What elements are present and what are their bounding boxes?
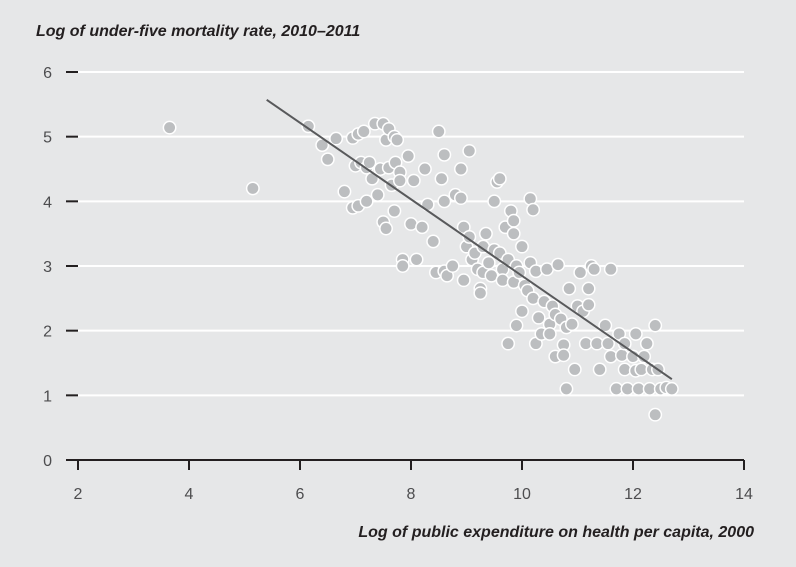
data-point xyxy=(559,381,574,396)
x-tick-label: 8 xyxy=(407,486,416,503)
data-point xyxy=(648,318,663,333)
data-point xyxy=(401,149,416,164)
data-point xyxy=(462,143,477,158)
data-point xyxy=(509,318,524,333)
data-point xyxy=(409,252,424,267)
y-tick-label: 1 xyxy=(43,388,52,405)
y-tick-label: 0 xyxy=(43,453,52,470)
data-point xyxy=(473,286,488,301)
data-point xyxy=(454,162,468,176)
data-point xyxy=(562,281,577,296)
data-point xyxy=(417,162,432,176)
trend-line xyxy=(266,98,673,380)
data-point xyxy=(454,191,468,206)
data-point xyxy=(587,262,602,277)
data-point xyxy=(603,262,618,277)
x-tick-label: 10 xyxy=(513,486,531,503)
x-axis-title: Log of public expenditure on health per … xyxy=(358,524,754,541)
data-point xyxy=(501,336,516,351)
data-point xyxy=(359,194,374,209)
data-point xyxy=(565,317,579,332)
data-point xyxy=(406,173,421,188)
data-point xyxy=(370,187,385,202)
data-point xyxy=(162,120,177,135)
data-point xyxy=(387,204,402,218)
data-point xyxy=(329,131,344,146)
data-point xyxy=(573,265,588,280)
data-point xyxy=(390,132,405,147)
data-point xyxy=(515,304,529,319)
data-point xyxy=(551,257,566,272)
y-axis: 0 1 2 3 4 5 6 xyxy=(43,65,78,470)
data-point xyxy=(362,155,377,170)
data-point xyxy=(434,171,449,186)
y-tick-label: 6 xyxy=(43,65,52,82)
x-tick-label: 6 xyxy=(296,486,305,503)
data-point xyxy=(598,318,613,333)
x-tick-label: 12 xyxy=(624,486,642,503)
regression-line xyxy=(266,98,673,380)
data-point xyxy=(426,234,441,249)
data-point xyxy=(245,181,260,196)
data-point xyxy=(415,220,430,235)
data-point xyxy=(487,194,502,209)
y-tick-label: 4 xyxy=(43,194,52,211)
data-point xyxy=(542,326,557,341)
data-point xyxy=(556,348,571,363)
x-tick-label: 4 xyxy=(185,486,194,503)
data-point xyxy=(592,362,607,377)
x-tick-label: 14 xyxy=(735,486,753,503)
x-axis: 2 4 6 8 10 12 14 xyxy=(74,459,753,503)
data-point xyxy=(301,119,316,134)
y-tick-label: 5 xyxy=(43,130,52,147)
data-point xyxy=(581,297,596,312)
data-point xyxy=(478,226,493,241)
data-point xyxy=(395,259,410,273)
data-point xyxy=(462,229,477,244)
data-point xyxy=(481,255,496,270)
y-tick-label: 2 xyxy=(43,324,52,341)
data-point xyxy=(495,273,510,288)
chart-title: Log of under-five mortality rate, 2010–2… xyxy=(36,23,361,40)
data-point xyxy=(628,326,643,341)
data-point xyxy=(437,147,452,162)
data-point xyxy=(337,184,352,199)
data-point xyxy=(437,194,452,209)
data-point xyxy=(392,173,407,188)
data-point xyxy=(379,221,393,236)
data-point xyxy=(531,310,546,325)
data-point xyxy=(445,259,460,273)
data-point xyxy=(617,336,632,351)
data-point xyxy=(581,281,596,296)
data-point xyxy=(526,202,541,217)
data-point xyxy=(528,264,543,279)
data-points xyxy=(162,116,679,422)
data-point xyxy=(506,226,521,241)
data-point xyxy=(664,381,679,396)
data-point xyxy=(515,239,529,254)
data-point xyxy=(456,273,471,288)
data-point xyxy=(492,171,507,186)
y-tick-label: 3 xyxy=(43,259,52,276)
data-point xyxy=(506,213,521,228)
data-point xyxy=(648,407,663,422)
data-point xyxy=(567,362,582,377)
data-point xyxy=(601,336,615,351)
data-point xyxy=(356,124,371,139)
x-tick-label: 2 xyxy=(74,486,83,503)
data-point xyxy=(431,124,446,139)
data-point xyxy=(639,336,654,351)
data-point xyxy=(320,152,335,167)
